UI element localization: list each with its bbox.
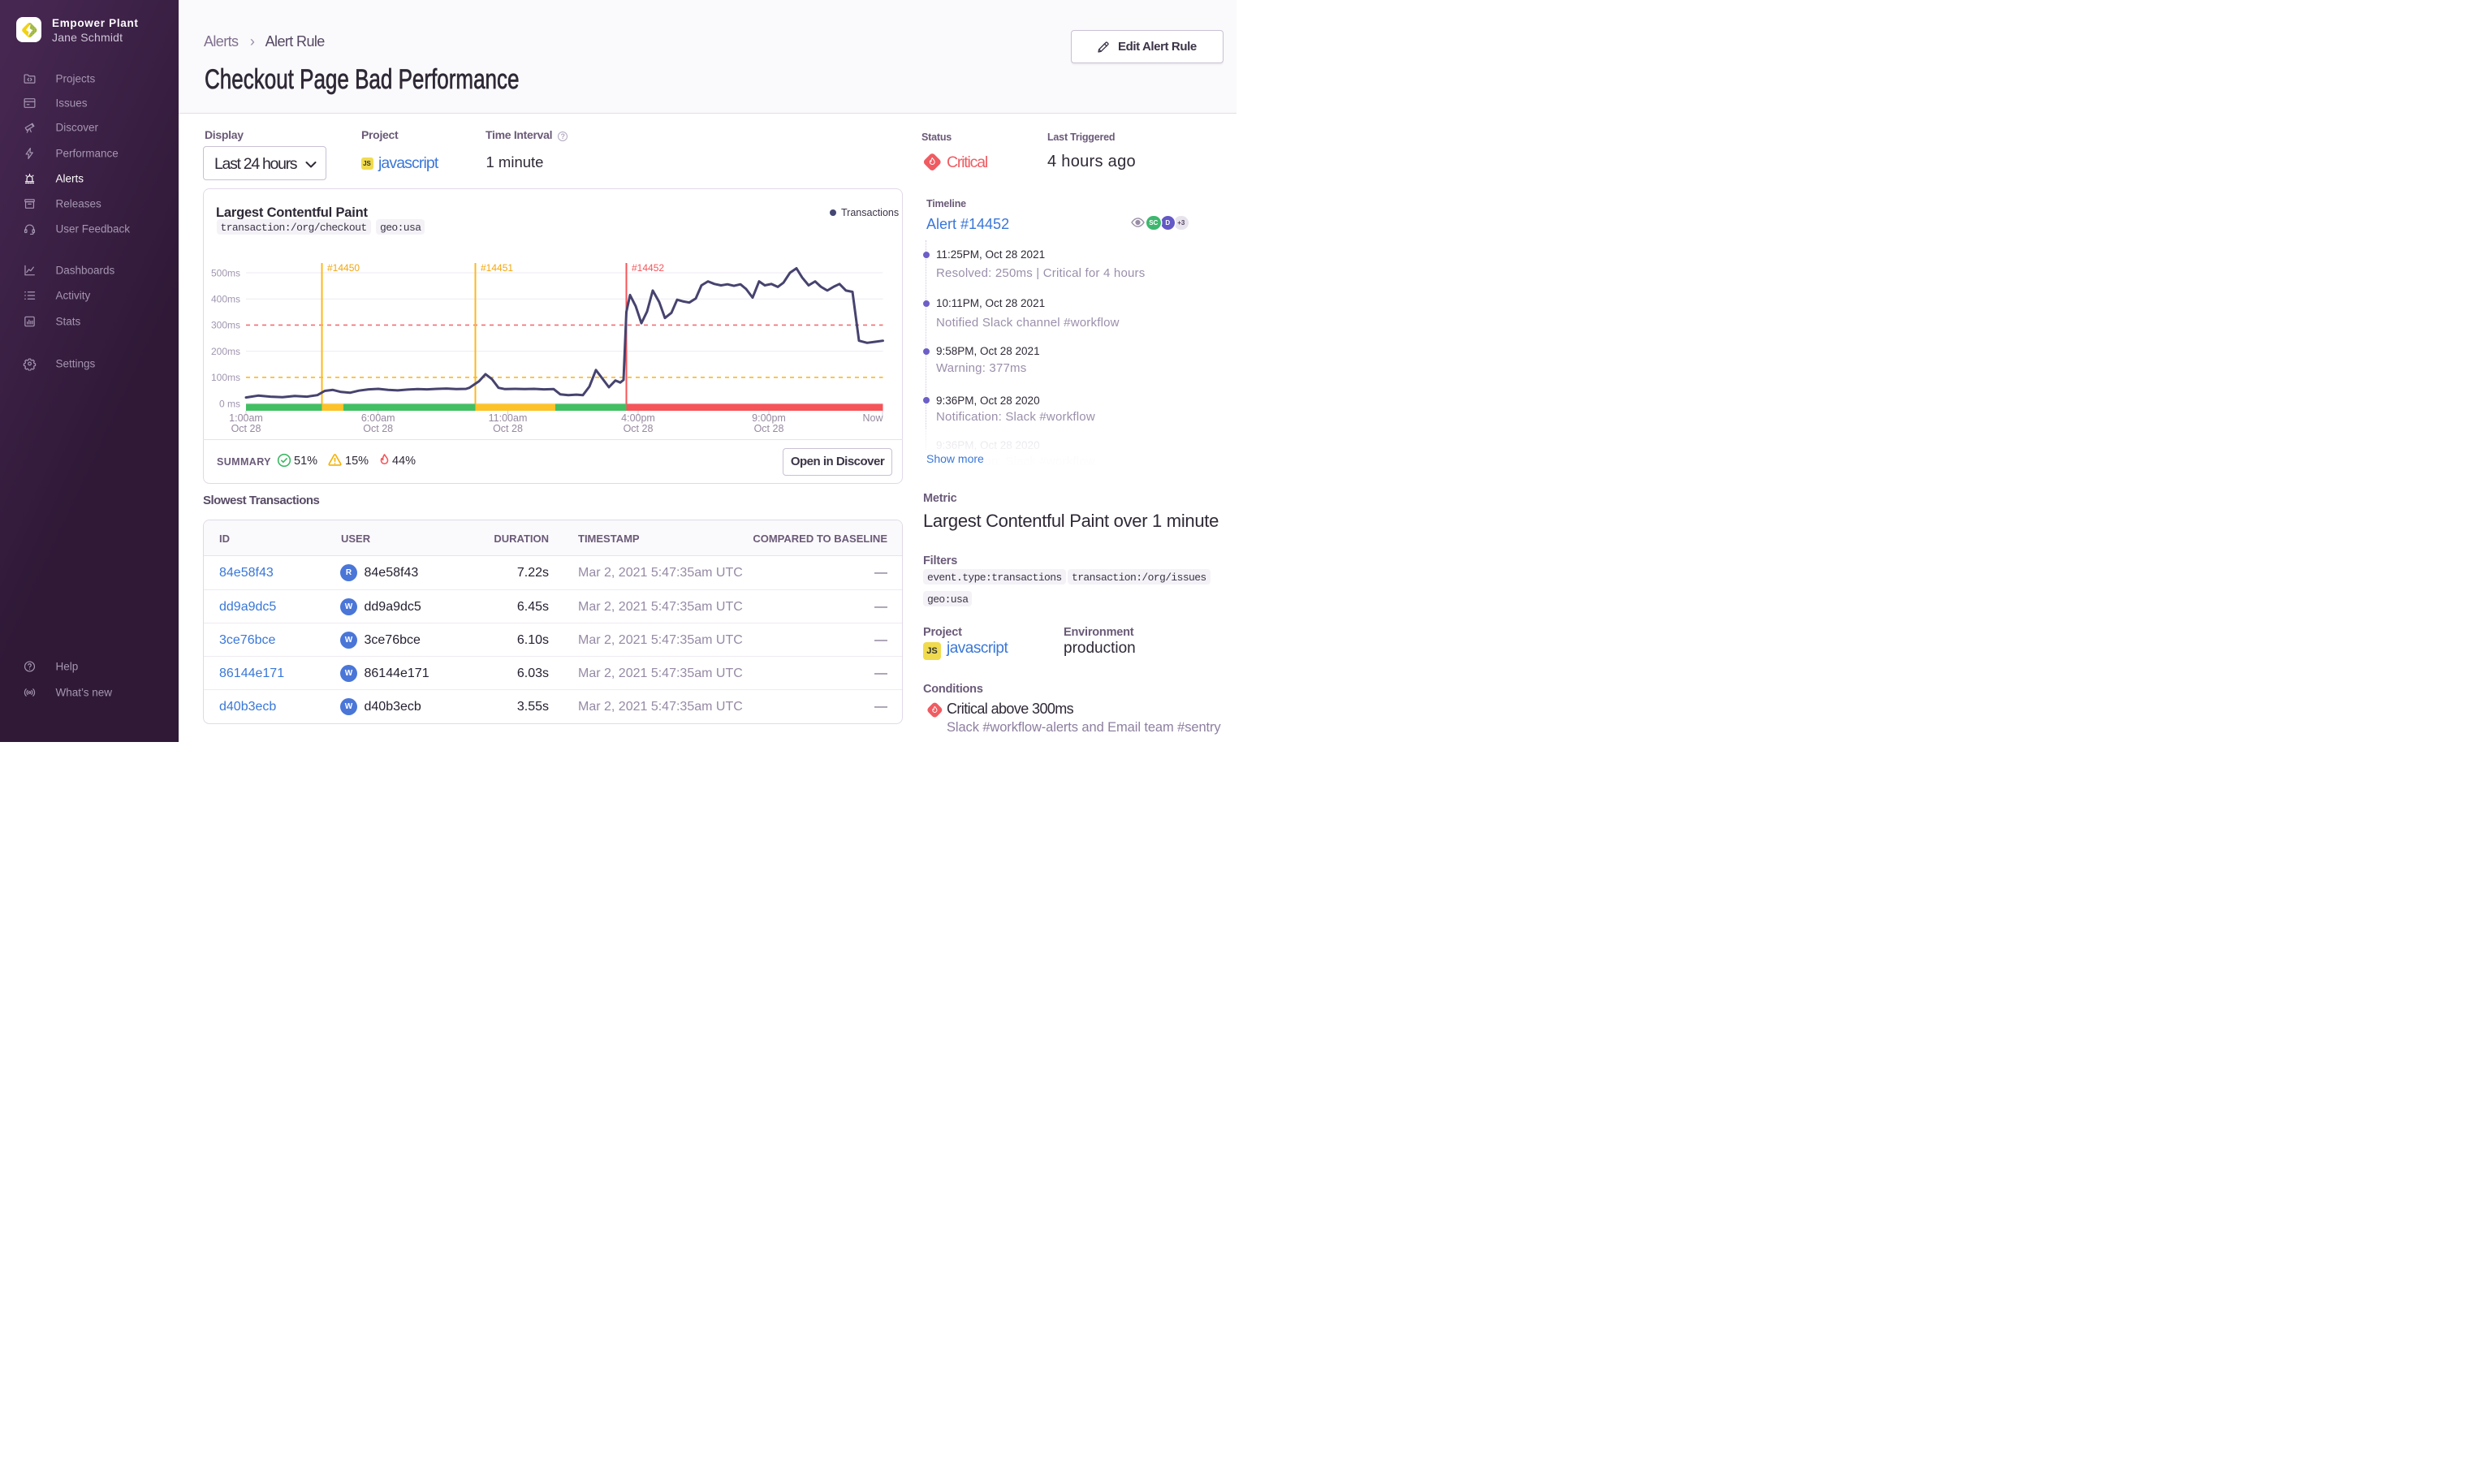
svg-text:Oct 28: Oct 28 [231,423,261,434]
svg-text:#14452: #14452 [632,262,664,274]
svg-text:Oct 28: Oct 28 [493,423,523,434]
svg-text:400ms: 400ms [211,294,240,305]
svg-text:1:00am: 1:00am [229,412,263,424]
svg-text:200ms: 200ms [211,346,240,357]
svg-text:Oct 28: Oct 28 [624,423,654,434]
svg-text:100ms: 100ms [211,372,240,383]
svg-text:Oct 28: Oct 28 [363,423,393,434]
svg-text:Now: Now [862,412,883,424]
svg-text:300ms: 300ms [211,320,240,331]
svg-text:9:00pm: 9:00pm [752,412,786,424]
svg-text:#14451: #14451 [481,262,513,274]
svg-text:11:00am: 11:00am [489,412,528,424]
svg-text:0 ms: 0 ms [219,398,240,409]
svg-text:#14450: #14450 [327,262,360,274]
svg-text:500ms: 500ms [211,267,240,278]
svg-text:4:00pm: 4:00pm [621,412,655,424]
svg-text:6:00am: 6:00am [361,412,395,424]
svg-text:Oct 28: Oct 28 [754,423,784,434]
